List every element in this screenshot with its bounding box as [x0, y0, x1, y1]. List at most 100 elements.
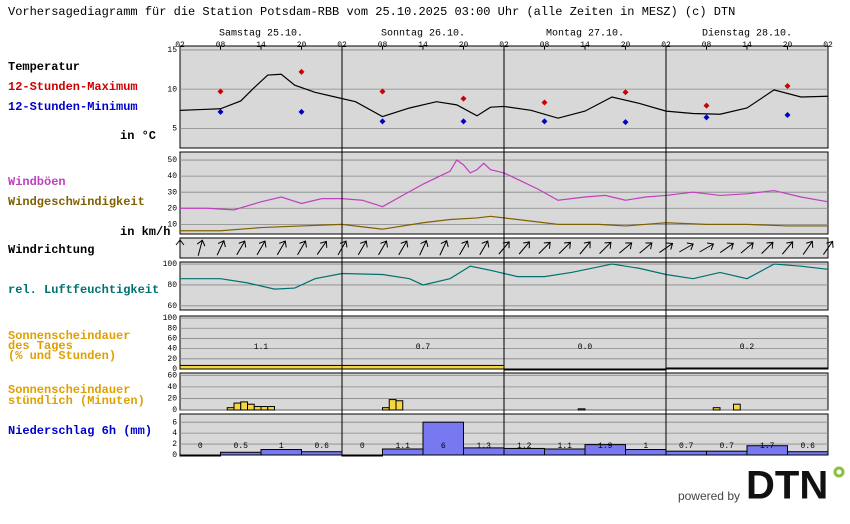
bar — [577, 408, 586, 411]
x-tick-label: 20 — [783, 41, 793, 50]
marker — [622, 119, 629, 126]
data-label: 0.5 — [234, 442, 249, 451]
y-tick-label: 10 — [167, 85, 177, 94]
marker — [217, 108, 224, 115]
x-tick-label: 14 — [580, 41, 590, 50]
wind-arrow — [175, 239, 185, 256]
y-tick-label: 100 — [163, 314, 178, 323]
y-tick-label: 5 — [172, 124, 177, 133]
hour-label: 0.7 — [416, 343, 431, 352]
wind-arrow — [479, 240, 490, 256]
x-tick-label: 08 — [540, 41, 550, 50]
y-tick-label: 50 — [167, 156, 177, 165]
data-label: 6 — [441, 442, 446, 451]
bar — [240, 401, 248, 411]
marker — [703, 114, 710, 121]
wind-arrow — [558, 241, 571, 255]
marker — [460, 95, 467, 102]
wind-arrow — [297, 240, 307, 256]
data-label: 0.6 — [801, 442, 816, 451]
wind-arrow — [357, 240, 368, 256]
x-tick-label: 20 — [621, 41, 631, 50]
y-tick-label: 20 — [167, 204, 177, 213]
y-tick-label: 80 — [167, 324, 177, 333]
x-tick-label: 02 — [823, 41, 833, 50]
bar — [247, 403, 255, 411]
legend-label: Windgeschwindigkeit — [8, 195, 145, 209]
y-tick-label: 0 — [172, 365, 177, 374]
wind-arrow — [599, 241, 612, 255]
bar — [733, 403, 741, 411]
bar — [341, 454, 383, 457]
wind-arrow — [699, 242, 715, 253]
marker — [298, 108, 305, 115]
x-tick-label: 08 — [702, 41, 712, 50]
marker — [379, 88, 386, 95]
legend-label: 12-Stunden-Maximum — [8, 80, 138, 94]
line — [179, 73, 829, 119]
wind-arrow — [823, 240, 834, 255]
y-tick-label: 40 — [167, 383, 177, 392]
day-label: Sonntag 26.10. — [381, 29, 465, 40]
x-tick-label: 02 — [661, 41, 671, 50]
data-label: 0.7 — [679, 442, 694, 451]
line — [180, 159, 829, 211]
hour-label: 1.1 — [254, 343, 269, 352]
y-tick-label: 20 — [167, 355, 177, 364]
bar — [267, 406, 275, 411]
marker — [622, 89, 629, 96]
wind-arrow — [276, 240, 287, 256]
wind-arrow — [518, 241, 530, 255]
unit-label: in °C — [120, 129, 156, 143]
y-tick-label: 0 — [172, 406, 177, 415]
day-label: Samstag 25.10. — [219, 29, 303, 40]
wind-arrow — [619, 242, 633, 254]
marker — [784, 83, 791, 90]
x-tick-label: 14 — [418, 41, 428, 50]
x-tick-label: 08 — [216, 41, 226, 50]
y-tick-label: 2 — [172, 440, 177, 449]
unit-label: in km/h — [120, 225, 170, 239]
panel-label: stündlich (Minuten) — [8, 394, 145, 408]
legend-label: rel. Luftfeuchtigkeit — [8, 283, 159, 297]
y-tick-label: 4 — [172, 429, 177, 438]
data-label: 0.7 — [720, 442, 735, 451]
bar — [422, 421, 464, 456]
bar — [665, 450, 707, 456]
y-tick-label: 0 — [172, 451, 177, 460]
day-label: Montag 27.10. — [546, 29, 624, 40]
bar — [746, 445, 788, 456]
panel-label: Windrichtung — [8, 243, 94, 257]
logo: DTN — [746, 464, 828, 508]
day-label: Dienstag 28.10. — [702, 28, 792, 40]
data-label: 0 — [198, 442, 203, 451]
panel-label: Sonnenscheindauer — [8, 329, 130, 343]
data-label: 0 — [360, 442, 365, 451]
bar — [179, 364, 343, 370]
y-tick-label: 100 — [163, 260, 178, 269]
bar — [253, 406, 262, 411]
wind-arrow — [538, 241, 551, 255]
y-tick-label: 15 — [167, 46, 177, 55]
legend-label: Windböen — [8, 175, 66, 189]
y-tick-label: 30 — [167, 188, 177, 197]
bar — [503, 368, 667, 371]
bar — [260, 406, 269, 411]
wind-arrow — [781, 241, 794, 255]
data-label: 1.7 — [760, 442, 775, 451]
wind-arrow — [196, 239, 206, 256]
bar — [341, 364, 505, 370]
marker — [541, 99, 548, 106]
bar — [382, 407, 390, 411]
data-label: 1.2 — [517, 442, 532, 451]
marker — [703, 102, 710, 109]
bar — [665, 367, 829, 370]
bar — [220, 451, 262, 456]
bar — [706, 450, 748, 456]
bar — [233, 402, 242, 411]
data-label: 1.1 — [396, 442, 411, 451]
title: Vorhersagediagramm für die Station Potsd… — [8, 5, 735, 19]
wind-arrow — [398, 240, 409, 256]
y-tick-label: 40 — [167, 172, 177, 181]
